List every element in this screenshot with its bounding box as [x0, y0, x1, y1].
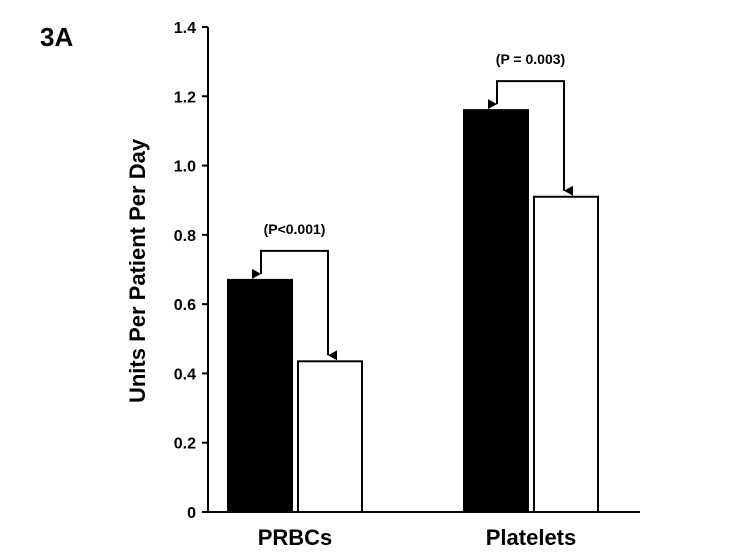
y-tick-label: 0.4 — [174, 366, 196, 383]
panel-label: 3A — [40, 22, 73, 52]
y-tick-label: 1.2 — [174, 89, 196, 106]
bar-prbcs-1 — [227, 278, 293, 513]
y-tick-label: 0 — [187, 505, 196, 522]
y-tick-label: 0.2 — [174, 436, 196, 453]
bar-platelets-1 — [463, 109, 529, 514]
p-value-annotation: (P = 0.003) — [496, 51, 565, 67]
y-tick-label: 1.4 — [174, 20, 196, 37]
y-axis-label: Units Per Patient Per Day — [125, 138, 150, 403]
x-category-label: PRBCs — [258, 525, 333, 550]
y-tick-label: 1.0 — [174, 159, 196, 176]
significance-bracket — [252, 249, 337, 361]
y-tick-label: 0.8 — [174, 228, 196, 245]
x-category-label: Platelets — [486, 525, 577, 550]
y-tick-label: 0.6 — [174, 297, 196, 314]
bar-prbcs-2 — [297, 360, 363, 513]
significance-bracket — [488, 80, 573, 196]
plot-area: 0 0.2 0.4 0.6 0.8 1.0 1.2 1.4 PRBCs (P<0.001) Plat… — [174, 20, 640, 550]
p-value-annotation: (P<0.001) — [264, 221, 326, 237]
bar-platelets-2 — [533, 195, 599, 513]
